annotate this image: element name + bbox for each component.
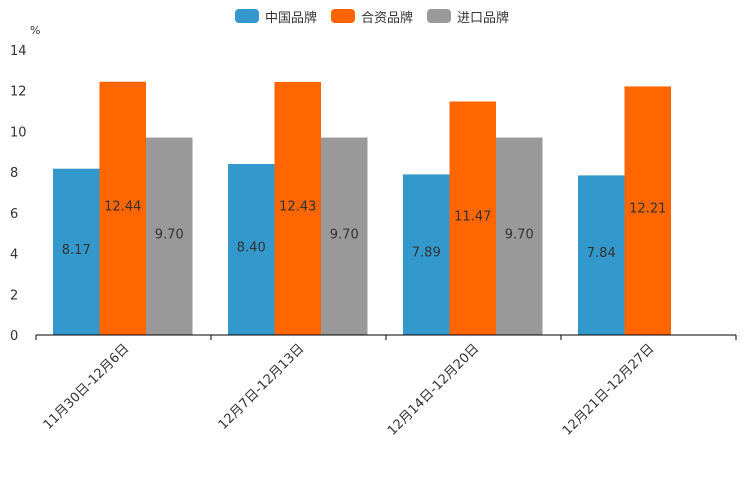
- y-tick-label: 12: [10, 85, 27, 100]
- bar: [53, 168, 100, 335]
- data-label: 7.84: [587, 246, 616, 261]
- data-label: 9.70: [505, 227, 534, 242]
- legend-label-china-brand: 中国品牌: [264, 10, 317, 26]
- bar: [321, 137, 368, 335]
- y-tick-label: 8: [10, 166, 18, 181]
- y-tick-label: 6: [10, 207, 18, 222]
- data-label: 7.89: [412, 246, 441, 261]
- bar: [274, 81, 321, 335]
- x-axis: 11月30日-12月6日 12月7日-12月13日 12月14日-12月20日 12月…: [35, 334, 737, 439]
- bar: [403, 174, 450, 335]
- data-label: 8.17: [62, 243, 91, 258]
- x-tick-label: 12月7日-12月13日: [216, 341, 308, 433]
- bar: [624, 86, 671, 335]
- legend-item-import-brand[interactable]: 进口品牌: [427, 7, 509, 26]
- bars-group: [53, 81, 671, 335]
- bar: [496, 137, 543, 335]
- data-label: 12.43: [279, 199, 316, 214]
- bar: [99, 81, 146, 335]
- data-label: 9.70: [330, 227, 359, 242]
- x-tick-label: 11月30日-12月6日: [41, 341, 133, 433]
- data-label: 8.40: [237, 241, 266, 256]
- y-tick-label: 14: [10, 44, 27, 59]
- data-label: 11.47: [454, 209, 491, 224]
- legend-label-import-brand: 进口品牌: [457, 10, 510, 26]
- bar: [146, 137, 193, 335]
- legend-swatch-china-brand: [234, 9, 259, 23]
- legend-label-joint-venture-brand: 合资品牌: [360, 10, 413, 26]
- legend: 中国品牌 合资品牌 进口品牌: [0, 6, 744, 26]
- y-tick-label: 10: [10, 125, 27, 140]
- x-tick-label: 12月14日-12月20日: [385, 341, 482, 438]
- y-axis: 0 2 4 6 8 10 12 14: [10, 44, 27, 344]
- y-axis-unit-label: %: [30, 24, 40, 37]
- x-tick-label: 12月21日-12月27日: [560, 341, 657, 438]
- data-labels-group: 8.17 8.40 7.89 7.84 12.44 12.43 11.47 12.21 9.70…: [62, 199, 667, 261]
- legend-swatch-import-brand: [427, 9, 451, 23]
- bar: [578, 175, 625, 335]
- bar: [449, 101, 496, 335]
- y-tick-label: 0: [10, 329, 18, 344]
- legend-swatch-joint-venture-brand: [330, 9, 355, 23]
- data-label: 9.70: [155, 227, 184, 242]
- bar: [228, 164, 275, 335]
- legend-item-china-brand[interactable]: 中国品牌: [234, 7, 317, 26]
- y-tick-label: 4: [10, 248, 18, 263]
- data-label: 12.44: [104, 199, 141, 214]
- data-label: 12.21: [629, 202, 666, 217]
- legend-item-joint-venture-brand[interactable]: 合资品牌: [330, 7, 413, 26]
- y-tick-label: 2: [10, 288, 18, 303]
